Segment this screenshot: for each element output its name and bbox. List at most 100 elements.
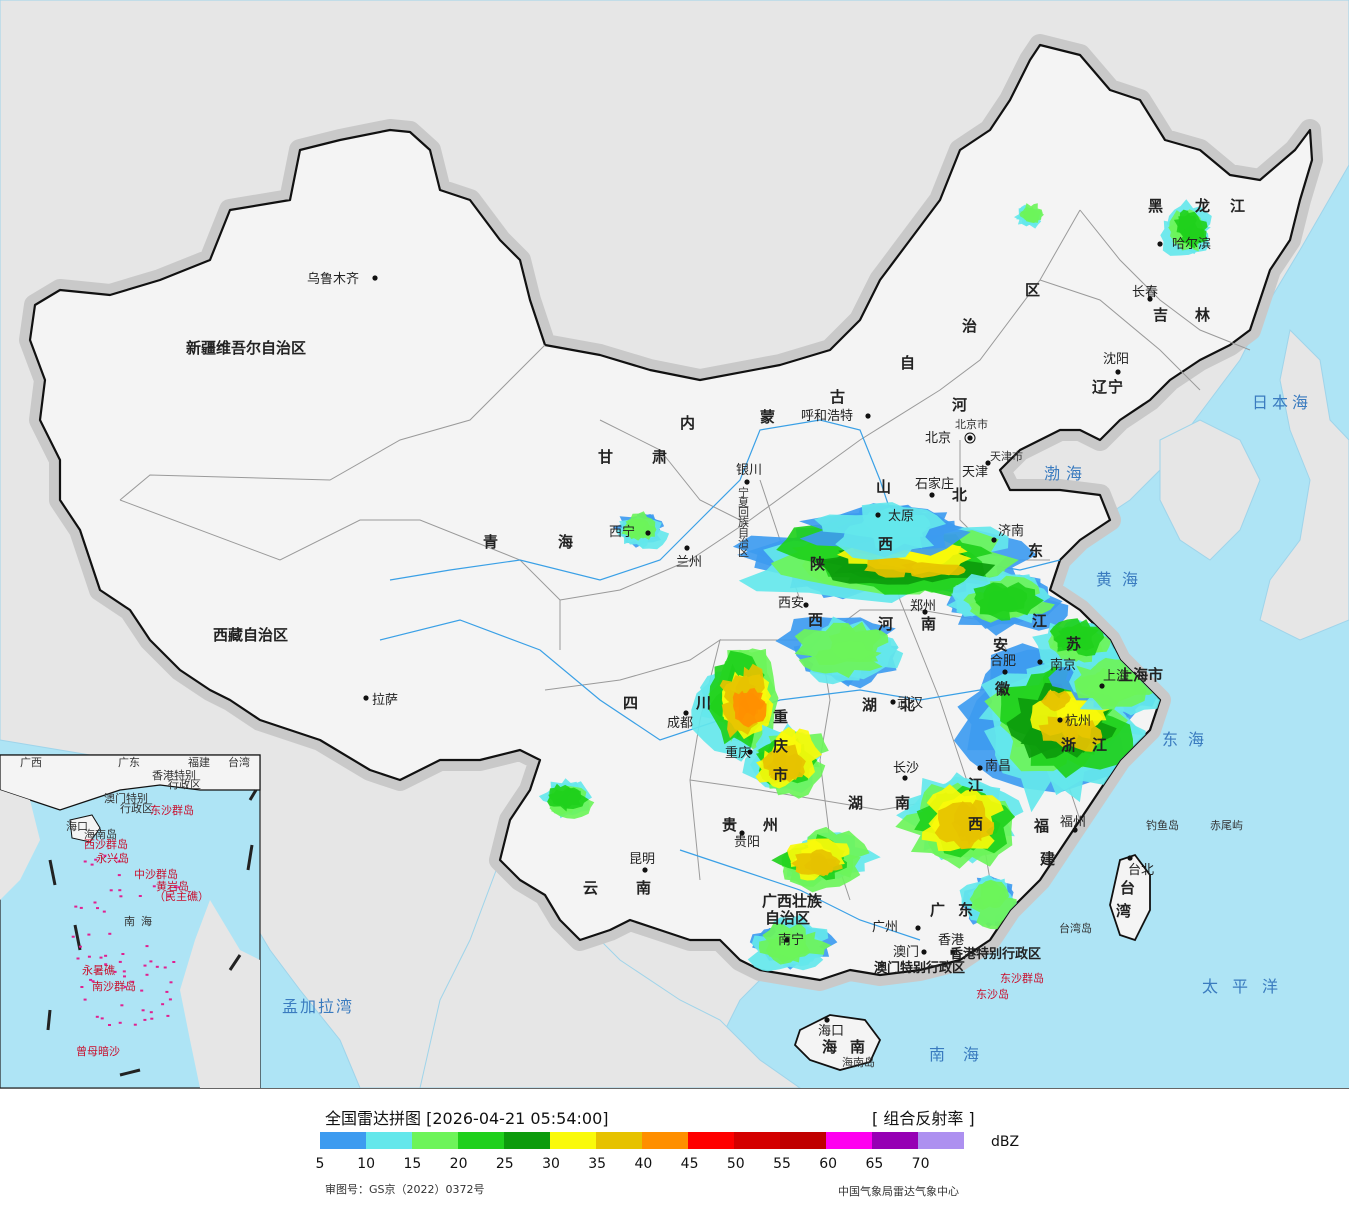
radar-echo <box>864 556 918 578</box>
svg-text:海口: 海口 <box>818 1024 844 1039</box>
inset-island-mark <box>74 905 78 908</box>
svg-text:重庆: 重庆 <box>725 745 751 761</box>
color-scale-tick: 70 <box>911 1156 930 1172</box>
inset-map[interactable] <box>0 754 261 1088</box>
svg-text:古: 古 <box>830 388 845 406</box>
svg-text:中沙群岛: 中沙群岛 <box>134 867 178 881</box>
svg-text:甘: 甘 <box>598 448 613 466</box>
inset-island-mark <box>122 970 126 973</box>
radar-echo <box>953 799 992 846</box>
svg-text:自: 自 <box>900 354 915 372</box>
svg-text:贵: 贵 <box>722 816 737 834</box>
inset-island-mark <box>149 1011 153 1014</box>
svg-text:西藏自治区: 西藏自治区 <box>213 626 288 644</box>
inset-island-mark <box>161 1003 165 1006</box>
inset-island-mark <box>94 858 98 861</box>
hainan-island <box>793 1014 882 1071</box>
radar-map[interactable]: 新疆维吾尔自治区西藏自治区青 海甘 肃内 蒙古自治区黑龙江吉 林辽 宁河北山西陕西东四 川重… <box>0 0 1349 1088</box>
svg-text:海: 海 <box>822 1038 837 1056</box>
svg-text:东沙岛: 东沙岛 <box>976 987 1009 1001</box>
svg-text:南: 南 <box>636 879 651 897</box>
inset-island-mark <box>96 907 99 910</box>
inset-island-mark <box>104 963 108 966</box>
svg-text:天津: 天津 <box>962 465 988 480</box>
inset-island-mark <box>173 886 177 889</box>
legend-unit: dBZ <box>991 1134 1020 1150</box>
color-swatch <box>458 1132 504 1149</box>
svg-text:庆: 庆 <box>773 737 788 755</box>
color-scale-tick: 10 <box>357 1156 376 1172</box>
svg-text:昆明: 昆明 <box>629 852 655 867</box>
svg-text:香港特别: 香港特别 <box>152 768 196 782</box>
color-scale-tick: 20 <box>449 1156 468 1172</box>
inset-island-mark <box>104 954 108 957</box>
legend-panel: 全国雷达拼图 [2026-04-21 05:54:00] [ 组合反射率 ] d… <box>0 1088 1349 1209</box>
svg-text:北: 北 <box>952 486 967 504</box>
svg-text:东: 东 <box>1028 542 1043 560</box>
svg-text:东: 东 <box>958 901 973 919</box>
svg-text:永兴岛: 永兴岛 <box>96 851 129 865</box>
inset-island-mark <box>145 945 149 948</box>
svg-text:南海: 南海 <box>124 914 158 928</box>
color-swatch <box>734 1132 780 1149</box>
svg-text:成都: 成都 <box>667 716 693 731</box>
inset-island-mark <box>91 980 95 983</box>
radar-echo <box>1022 203 1043 223</box>
inset-island-mark <box>149 960 153 963</box>
svg-text:海口: 海口 <box>66 819 88 833</box>
inset-island-mark <box>87 955 91 958</box>
color-swatch <box>366 1132 412 1149</box>
inset-island-mark <box>95 1015 99 1018</box>
svg-text:徽: 徽 <box>994 680 1011 698</box>
svg-text:南海: 南海 <box>929 1045 997 1064</box>
radar-echo <box>1041 690 1071 712</box>
inset-island-mark <box>108 1024 111 1026</box>
color-scale-tick: 25 <box>495 1156 514 1172</box>
svg-text:四: 四 <box>623 694 638 712</box>
svg-text:北: 北 <box>900 696 915 714</box>
legend-product-name: [ 组合反射率 ] <box>872 1109 975 1128</box>
svg-text:肃: 肃 <box>652 448 667 466</box>
color-scale-tick: 65 <box>865 1156 884 1172</box>
inset-island-mark <box>90 863 94 866</box>
data-source: 中国气象局雷达气象中心 <box>838 1185 959 1198</box>
svg-text:族: 族 <box>738 515 749 529</box>
color-scale-tick: 40 <box>634 1156 653 1172</box>
svg-text:赤尾屿: 赤尾屿 <box>1210 819 1243 832</box>
color-swatch <box>688 1132 734 1149</box>
svg-text:宁: 宁 <box>738 485 749 499</box>
svg-text:河: 河 <box>952 396 967 414</box>
svg-text:南: 南 <box>895 794 910 812</box>
svg-text:东沙群岛: 东沙群岛 <box>150 803 194 817</box>
svg-text:澳门特别行政区: 澳门特别行政区 <box>874 960 965 976</box>
svg-text:海: 海 <box>558 533 573 551</box>
radar-echo <box>762 922 806 963</box>
svg-text:西: 西 <box>878 535 893 553</box>
radar-echo <box>798 640 883 678</box>
color-swatch <box>320 1132 366 1149</box>
inset-island-mark <box>131 980 135 983</box>
svg-text:区: 区 <box>1025 281 1040 299</box>
svg-text:沈阳: 沈阳 <box>1103 352 1129 367</box>
inset-island-mark <box>83 998 87 1001</box>
color-swatch <box>596 1132 642 1149</box>
inset-island-mark <box>123 985 127 988</box>
svg-text:福: 福 <box>1033 817 1049 835</box>
svg-text:建: 建 <box>1040 850 1056 868</box>
svg-text:江: 江 <box>968 776 983 794</box>
inset-island-mark <box>133 1023 137 1026</box>
inset-island-mark <box>141 1009 145 1012</box>
inset-island-mark <box>87 933 91 936</box>
inset-island-mark <box>71 935 75 938</box>
svg-text:南: 南 <box>921 615 936 633</box>
inset-island-mark <box>109 889 113 892</box>
svg-text:贵阳: 贵阳 <box>734 835 760 850</box>
svg-text:香港: 香港 <box>938 933 964 948</box>
svg-text:浙: 浙 <box>1061 736 1076 754</box>
svg-text:内: 内 <box>680 414 695 432</box>
svg-text:海南岛: 海南岛 <box>842 1055 875 1069</box>
svg-text:（民主礁）: （民主礁） <box>154 889 209 903</box>
svg-text:台湾岛: 台湾岛 <box>1059 921 1092 935</box>
svg-text:广东: 广东 <box>118 756 140 769</box>
svg-text:自治区: 自治区 <box>765 909 810 927</box>
